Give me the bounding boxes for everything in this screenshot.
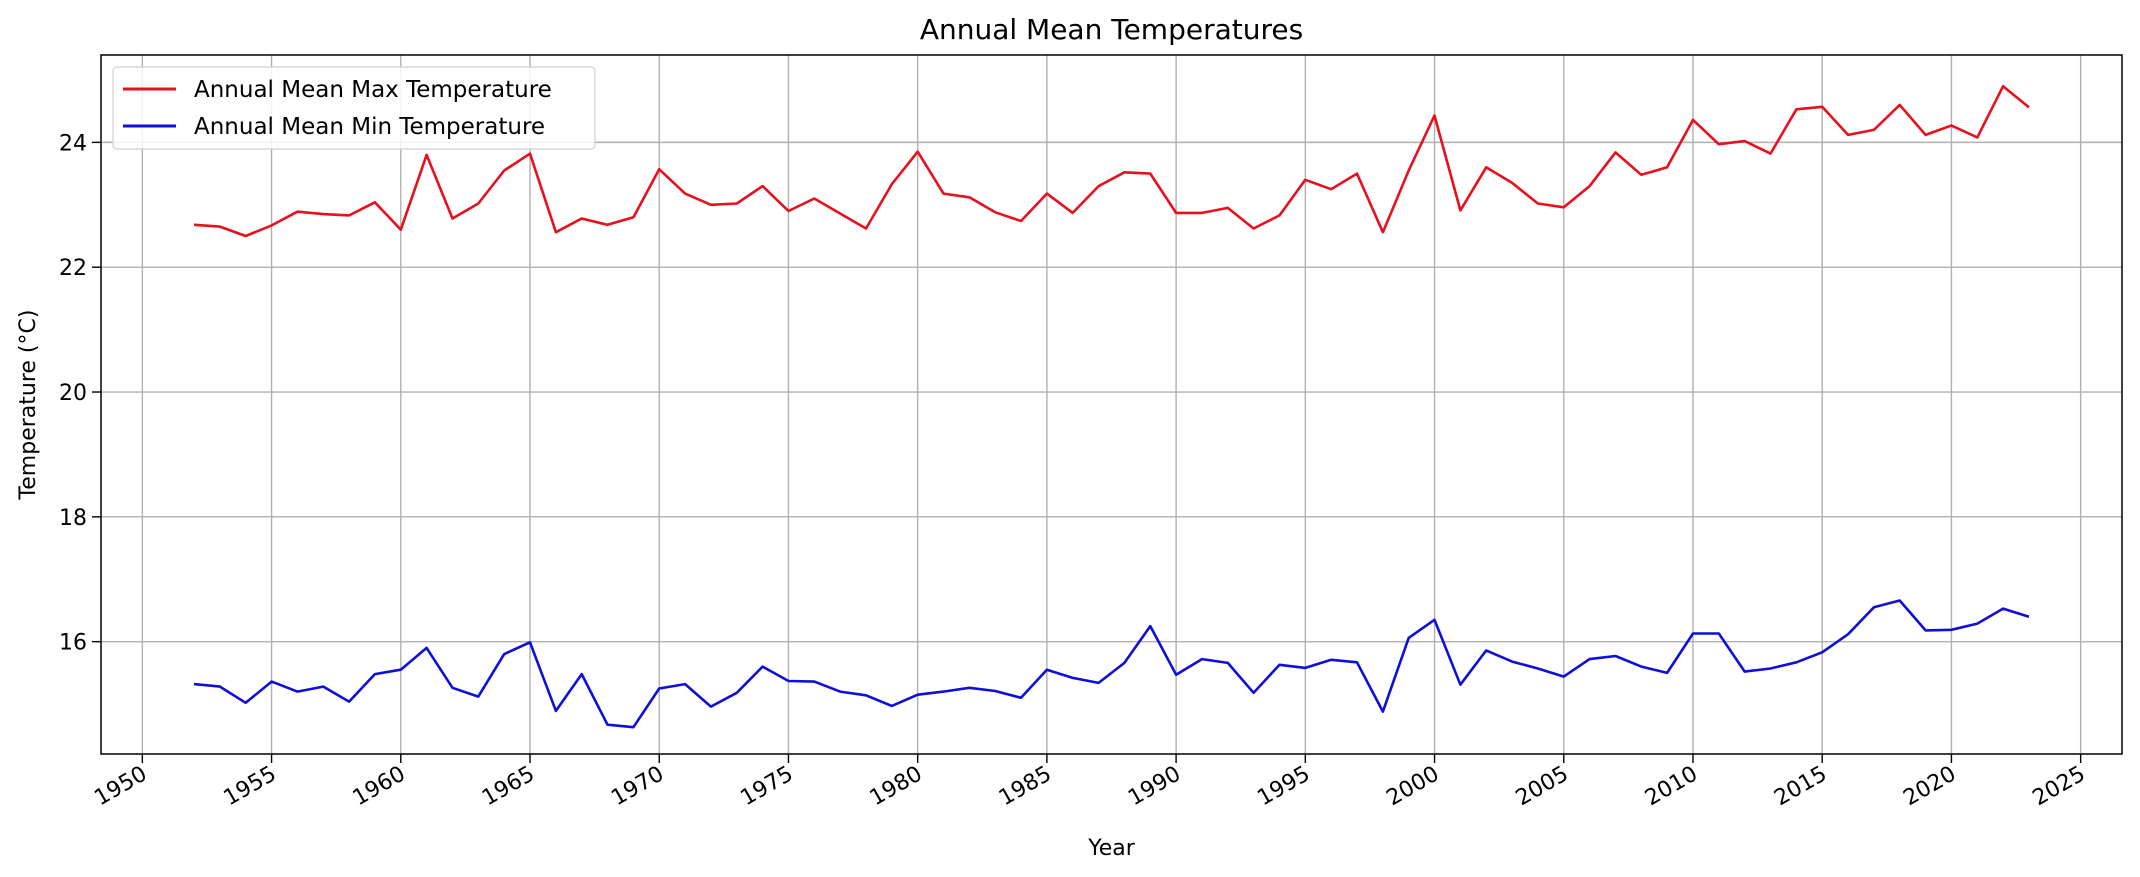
y-tick-label-16: 16 <box>59 631 87 656</box>
x-axis-title: Year <box>1087 836 1136 861</box>
plot-frame <box>100 54 2123 755</box>
y-tick-label-22: 22 <box>59 256 87 281</box>
y-tick-label-18: 18 <box>59 506 87 531</box>
y-tick-label-20: 20 <box>59 381 87 406</box>
y-axis-ticks: 16 18 20 22 24 <box>59 131 101 656</box>
legend-label-max: Annual Mean Max Temperature <box>194 77 552 103</box>
chart-title: Annual Mean Temperatures <box>920 13 1303 46</box>
series-line-1 <box>193 599 2030 729</box>
grid <box>101 55 2122 754</box>
series-line-0 <box>193 84 2030 238</box>
y-tick-label-24: 24 <box>59 131 87 156</box>
legend-label-min: Annual Mean Min Temperature <box>194 114 545 140</box>
legend-box <box>112 66 596 150</box>
series-lines <box>193 84 2030 729</box>
legend: Annual Mean Max Temperature Annual Mean … <box>112 66 596 150</box>
y-axis-title: Temperature (°C) <box>16 310 41 501</box>
